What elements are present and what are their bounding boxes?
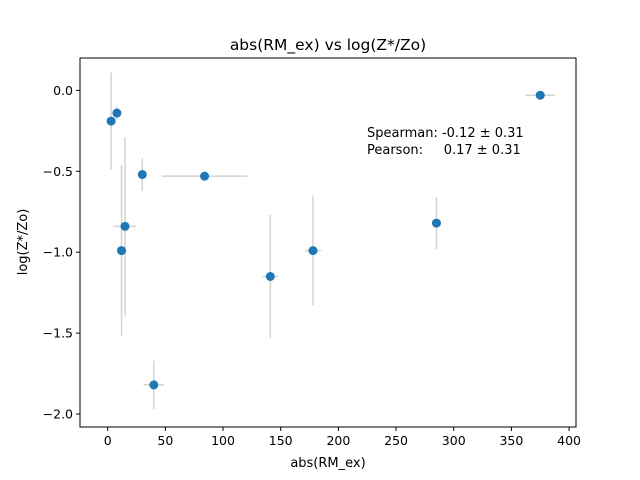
x-tick-label-2: 100 xyxy=(211,433,235,448)
data-point-6 xyxy=(200,171,210,181)
markers-layer xyxy=(106,90,545,390)
x-tick-label-7: 350 xyxy=(499,433,523,448)
y-tick-label-2: −1.0 xyxy=(43,245,73,260)
data-point-4 xyxy=(137,170,147,180)
y-tick-label-1: −1.5 xyxy=(43,326,73,341)
chart-title: abs(RM_ex) vs log(Z*/Zo) xyxy=(230,36,426,55)
y-axis-ticks: −2.0 −1.5 −1.0 −0.5 0.0 xyxy=(43,83,80,422)
x-tick-label-0: 0 xyxy=(104,433,112,448)
spearman-annotation: Spearman: -0.12 ± 0.31 xyxy=(367,126,524,141)
x-tick-label-1: 50 xyxy=(157,433,173,448)
data-point-2 xyxy=(117,246,127,256)
x-tick-label-8: 400 xyxy=(557,433,581,448)
y-tick-label-4: 0.0 xyxy=(53,83,73,98)
y-tick-label-0: −2.0 xyxy=(43,407,73,422)
pearson-annotation: Pearson: 0.17 ± 0.31 xyxy=(367,143,521,158)
x-tick-label-3: 150 xyxy=(269,433,293,448)
data-point-9 xyxy=(431,218,441,228)
data-point-0 xyxy=(106,116,116,126)
plot-frame xyxy=(79,57,577,428)
y-axis-label: log(Z*/Zo) xyxy=(16,209,31,276)
y-tick-label-3: −0.5 xyxy=(43,164,73,179)
x-tick-label-4: 200 xyxy=(326,433,350,448)
x-axis-ticks: 0 50 100 150 200 250 300 350 400 xyxy=(104,427,581,448)
data-point-10 xyxy=(535,90,545,100)
x-tick-label-6: 300 xyxy=(442,433,466,448)
data-point-1 xyxy=(112,108,122,118)
data-point-7 xyxy=(265,271,275,281)
x-tick-label-5: 250 xyxy=(384,433,408,448)
data-point-5 xyxy=(149,380,159,390)
data-point-8 xyxy=(308,246,318,256)
x-axis-label: abs(RM_ex) xyxy=(290,456,365,471)
data-point-3 xyxy=(120,221,130,231)
